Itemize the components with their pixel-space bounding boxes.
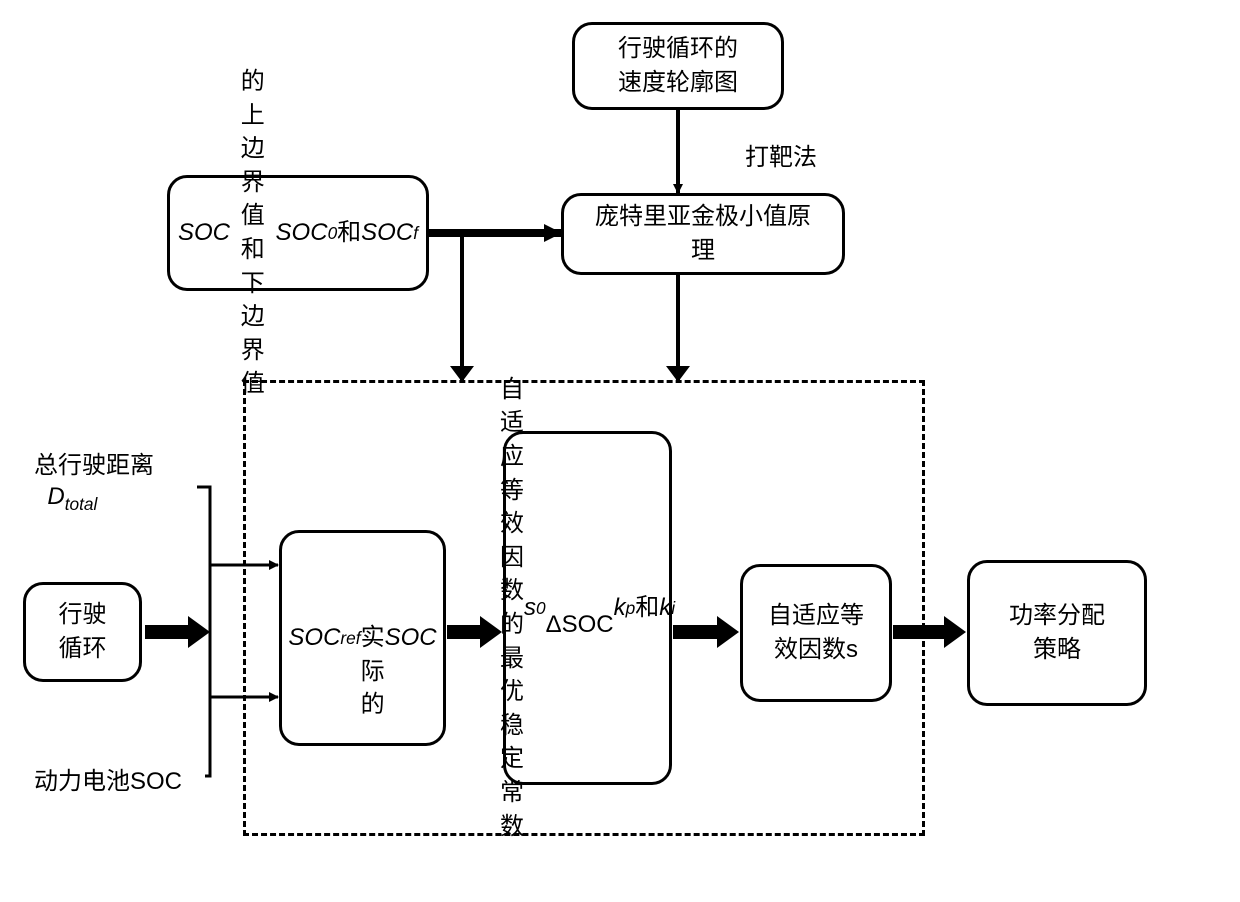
label-shooting-method: 打靶法 bbox=[745, 142, 817, 173]
label-battery-soc: 动力电池SOC bbox=[34, 766, 182, 797]
dashed-container bbox=[243, 380, 925, 836]
node-speed-profile: 行驶循环的速度轮廓图 bbox=[572, 22, 784, 110]
node-pontryagin: 庞特里亚金极小值原理 bbox=[561, 193, 845, 275]
node-drive-cycle: 行驶循环 bbox=[23, 582, 142, 682]
node-soc-bounds: SOC的上边界值和下边界值SOC0和SOCf bbox=[167, 175, 429, 291]
label-total-distance: 总行驶距离 Dtotal bbox=[34, 450, 154, 515]
node-power-strategy: 功率分配策略 bbox=[967, 560, 1147, 706]
